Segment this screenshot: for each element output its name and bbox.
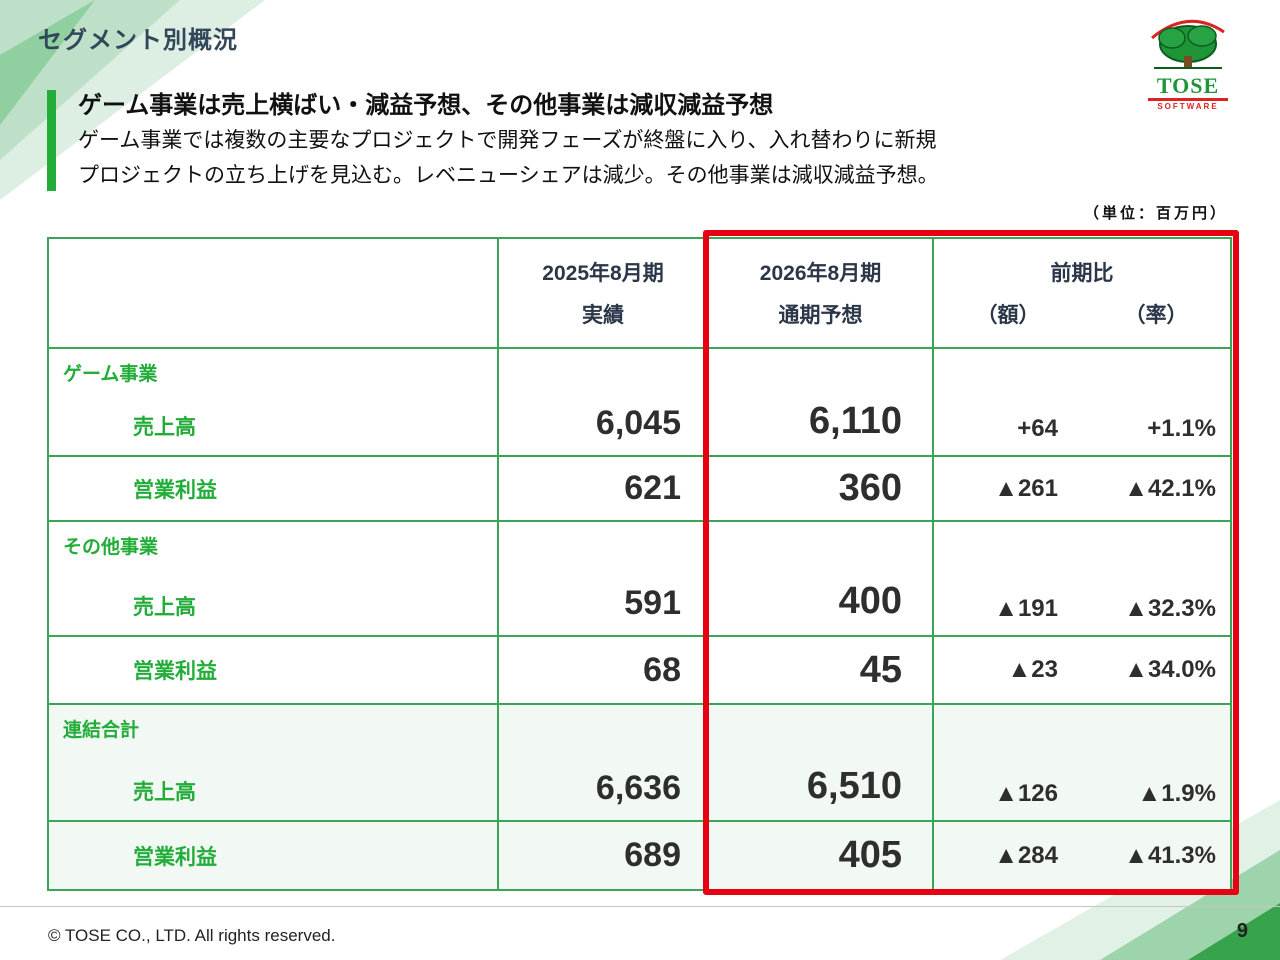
group-game-profit-label: 営業利益 <box>133 478 217 502</box>
header-actual: 2025年8月期 実績 <box>499 239 709 349</box>
game-sales-actual: 6,045 <box>499 349 709 457</box>
headline-accent-bar <box>47 90 56 192</box>
total-sales-yoy-rate: ▲1.9% <box>1082 705 1230 822</box>
other-profit-yoy-amount: ▲23 <box>934 637 1082 705</box>
header-forecast: 2026年8月期 通期予想 <box>709 239 934 349</box>
other-sales-yoy-rate: ▲32.3% <box>1082 522 1230 637</box>
body-line-1: ゲーム事業では複数の主要なプロジェクトで開発フェーズが終盤に入り、入れ替わりに新… <box>78 129 937 153</box>
header-forecast-line2: 通期予想 <box>778 304 863 327</box>
game-sales-forecast: 6,110 <box>709 349 934 457</box>
group-total-name: 連結合計 <box>63 720 140 741</box>
headline: ゲーム事業は売上横ばい・減益予想、その他事業は減収減益予想 <box>78 92 774 119</box>
group-total-profit: 営業利益 <box>49 822 499 889</box>
tose-tree-icon <box>1151 19 1225 69</box>
group-total-sales-label: 売上高 <box>133 781 196 804</box>
header-yoy: 前期比 （額） （率） <box>934 239 1230 349</box>
body-line-2: プロジェクトの立ち上げを見込む。レベニューシェアは減少。その他事業は減収減益予想… <box>78 163 939 187</box>
group-other-profit-label: 営業利益 <box>133 660 217 683</box>
header-yoy-rate: （率） <box>1124 304 1188 327</box>
header-actual-line2: 実績 <box>582 304 624 327</box>
total-profit-yoy-amount: ▲284 <box>934 822 1082 889</box>
logo-underline <box>1148 98 1228 101</box>
segment-table: 2025年8月期 実績 2026年8月期 通期予想 前期比 （額） （率） ゲー… <box>47 237 1232 891</box>
game-profit-yoy-amount: ▲261 <box>934 457 1082 522</box>
logo-brand-text: TOSE <box>1156 73 1220 98</box>
total-sales-actual: 6,636 <box>499 705 709 822</box>
other-sales-forecast: 400 <box>709 522 934 637</box>
header-yoy-amount: （額） <box>976 304 1040 327</box>
group-other-name: その他事業 <box>63 537 159 558</box>
game-profit-yoy-rate: ▲42.1% <box>1082 457 1230 522</box>
group-other-profit: 営業利益 <box>49 637 499 705</box>
group-total-profit-label: 営業利益 <box>133 845 217 869</box>
lead-text: ゲーム事業は売上横ばい・減益予想、その他事業は減収減益予想 ゲーム事業では複数の… <box>78 90 939 191</box>
footer-copyright: © TOSE CO., LTD. All rights reserved. <box>48 926 336 945</box>
header-empty-cell <box>49 239 499 349</box>
total-sales-forecast: 6,510 <box>709 705 934 822</box>
other-profit-forecast: 45 <box>709 637 934 705</box>
total-sales-yoy-amount: ▲126 <box>934 705 1082 822</box>
game-sales-yoy-rate: +1.1% <box>1082 349 1230 457</box>
group-game: ゲーム事業 売上高 <box>49 349 499 457</box>
other-profit-actual: 68 <box>499 637 709 705</box>
page-title: セグメント別概況 <box>38 27 238 54</box>
page-number: 9 <box>1236 920 1248 942</box>
tose-logo: TOSE SOFTWARE <box>1146 12 1230 111</box>
header-yoy-sub: （額） （率） <box>934 299 1230 329</box>
header-forecast-line1: 2026年8月期 <box>759 262 882 285</box>
total-profit-yoy-rate: ▲41.3% <box>1082 822 1230 889</box>
group-game-name: ゲーム事業 <box>63 364 158 385</box>
lead-block: ゲーム事業は売上横ばい・減益予想、その他事業は減収減益予想 ゲーム事業では複数の… <box>47 90 939 192</box>
game-profit-forecast: 360 <box>709 457 934 522</box>
game-profit-actual: 621 <box>499 457 709 522</box>
group-other: その他事業 売上高 <box>49 522 499 637</box>
unit-note: （単位：百万円） <box>1083 205 1228 222</box>
other-profit-yoy-rate: ▲34.0% <box>1082 637 1230 705</box>
logo-sub-text: SOFTWARE <box>1157 102 1219 111</box>
other-sales-actual: 591 <box>499 522 709 637</box>
group-game-profit: 営業利益 <box>49 457 499 522</box>
total-profit-forecast: 405 <box>709 822 934 889</box>
footer-divider <box>0 906 1280 907</box>
game-sales-yoy-amount: +64 <box>934 349 1082 457</box>
group-other-sales-label: 売上高 <box>133 596 196 619</box>
header-yoy-title: 前期比 <box>1050 262 1114 285</box>
other-sales-yoy-amount: ▲191 <box>934 522 1082 637</box>
group-total: 連結合計 売上高 <box>49 705 499 822</box>
group-game-sales-label: 売上高 <box>133 416 196 439</box>
header-actual-line1: 2025年8月期 <box>542 262 664 285</box>
total-profit-actual: 689 <box>499 822 709 889</box>
